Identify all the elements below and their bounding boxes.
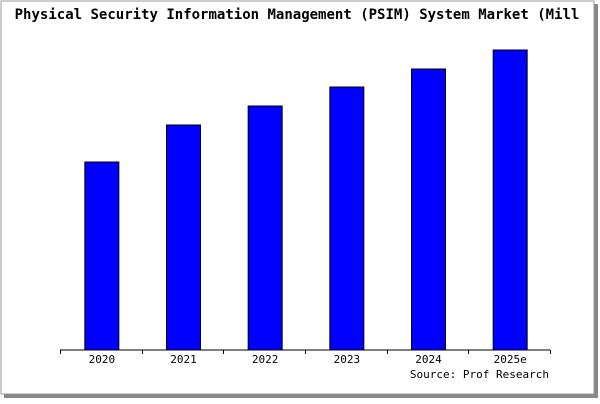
chart-title: Physical Security Information Management… — [15, 7, 580, 23]
source: Source: Prof Research — [410, 368, 549, 381]
bar — [329, 86, 365, 351]
bar — [492, 49, 528, 351]
x-tick-label: 2020 — [89, 353, 116, 366]
x-tick-label: 2024 — [415, 353, 442, 366]
plot-area — [60, 45, 550, 350]
bar — [84, 161, 120, 351]
x-tick-label: 2025e — [494, 353, 527, 366]
bar — [411, 68, 446, 351]
x-tick-label: 2023 — [334, 353, 361, 366]
bar — [247, 105, 283, 351]
bar — [166, 124, 201, 351]
x-tick-label: 2021 — [170, 353, 197, 366]
x-tick-label: 2022 — [252, 353, 279, 366]
